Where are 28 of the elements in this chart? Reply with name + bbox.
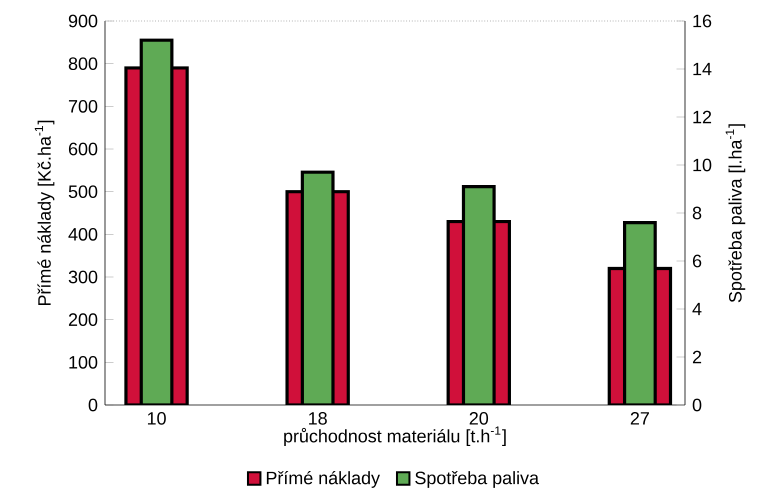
y-tick-label: 400 — [68, 228, 98, 241]
y-tick-label: 200 — [68, 313, 98, 326]
y-tick-label: 100 — [69, 356, 98, 369]
y2-tick-label: 14 — [693, 62, 712, 76]
y2-tick-label: 8 — [692, 206, 702, 220]
legend-label: Spotřeba paliva — [415, 471, 540, 488]
x-tick-label: 20 — [470, 412, 488, 425]
x-tick-label: 18 — [309, 412, 327, 425]
y-tick-label: 0 — [88, 398, 98, 412]
y-tick-label: 900 — [68, 14, 98, 28]
y2-tick-label: 2 — [692, 350, 702, 364]
y-tick-label: 800 — [68, 57, 98, 70]
y-tick-label: 500 — [68, 185, 98, 198]
y2-tick-label: 6 — [692, 254, 702, 268]
y2-axis-title: Spotřeba paliva [l.ha$^{-1}$] — [726, 124, 746, 302]
y2-tick-label: 4 — [692, 302, 702, 316]
legend-label: Přímé náklady — [266, 470, 380, 488]
x-tick-label: 27 — [630, 412, 649, 425]
y2-tick-label: 0 — [692, 398, 702, 412]
y2-tick-label: 10 — [693, 158, 712, 172]
y2-tick-label: 12 — [693, 110, 712, 124]
y-axis-title: Přímé náklady [Kč.ha$^{-1}$] — [34, 120, 54, 306]
y-tick-label: 300 — [68, 270, 98, 284]
y-tick-label: 700 — [68, 100, 98, 113]
y2-tick-label: 16 — [693, 14, 712, 28]
x-tick-label: 10 — [148, 412, 166, 425]
x-axis-title: průchodnost materiálu [t.h$^{-1}$] — [284, 426, 506, 446]
y-tick-label: 600 — [68, 142, 98, 156]
